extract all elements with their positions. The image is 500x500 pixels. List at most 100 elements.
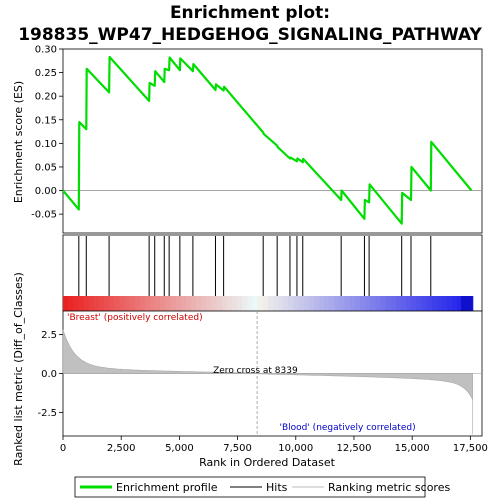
correlation-band-segment: [139, 296, 146, 311]
correlation-band-segment: [319, 296, 325, 311]
correlation-band-segment: [308, 296, 315, 311]
legend-label-enrichment: Enrichment profile: [116, 481, 218, 494]
correlation-band-segment: [395, 296, 402, 311]
correlation-band-segment: [329, 296, 336, 311]
correlation-band-segment: [226, 296, 233, 311]
legend-label-hits: Hits: [266, 481, 288, 494]
x-tick-label: 2,500: [107, 443, 136, 454]
correlation-band-segment: [293, 296, 300, 311]
correlation-band-segment: [370, 296, 376, 311]
correlation-band-segment: [447, 296, 453, 311]
enrichment-profile-line: [62, 55, 473, 225]
correlation-band-segment: [298, 296, 305, 311]
es-panel: -0.05 0.00 0.05 0.10 0.15 0.20 0.25 0.30: [31, 45, 483, 234]
correlation-band-segment: [103, 296, 110, 311]
x-axis-label: Rank in Ordered Dataset: [199, 456, 336, 469]
correlation-band-segment: [313, 296, 320, 311]
correlation-band-segment: [196, 296, 202, 311]
es-y-tick-label: 0.05: [35, 162, 57, 173]
correlation-band-segment: [242, 296, 248, 311]
es-y-tick-label: 0.20: [35, 92, 57, 103]
correlation-band-segment: [303, 296, 310, 311]
correlation-band-segment: [380, 296, 387, 311]
chart-title-line2: 198835_WP47_HEDGEHOG_SIGNALING_PATHWAY: [18, 25, 482, 45]
correlation-band-segment: [267, 296, 274, 311]
correlation-band-segment: [354, 296, 361, 311]
correlation-band-segment: [119, 296, 126, 311]
correlation-band-segment: [288, 296, 295, 311]
correlation-band-segment: [360, 296, 366, 311]
correlation-band-segment: [150, 296, 156, 311]
correlation-band-segment: [365, 296, 371, 311]
correlation-band-segment: [83, 296, 90, 311]
correlation-band-segment: [272, 296, 279, 311]
correlation-band-segment: [278, 296, 284, 311]
correlation-band-segment: [160, 296, 167, 311]
correlation-band-segment: [416, 296, 423, 311]
es-y-tick-label: -0.05: [31, 210, 57, 221]
hits-panel: [62, 234, 483, 312]
correlation-band-segment: [344, 296, 351, 311]
zero-cross-label: Zero cross at 8339: [213, 366, 298, 376]
correlation-band-segment: [216, 296, 223, 311]
ranking-metric-area: [62, 329, 473, 435]
metric-panel: 2.5 0.0 -2.5 Zero cross at 8339 'Breast' (po…: [37, 310, 483, 437]
correlation-band-segment: [144, 296, 151, 311]
correlation-band-segment: [431, 296, 438, 311]
x-tick-label: 12,500: [336, 443, 371, 454]
correlation-band-segment: [114, 296, 120, 311]
correlation-band-segment: [93, 296, 100, 311]
correlation-band-segment: [191, 296, 197, 311]
x-axis: 0 2,500 5,000 7,500 10,000 12,500 15,000 17,500: [60, 436, 488, 454]
es-y-tick-label: 0.10: [35, 139, 57, 150]
correlation-band-segment: [375, 296, 382, 311]
correlation-band-segment: [334, 296, 341, 311]
correlation-band-segment: [262, 296, 269, 311]
correlation-band-segment: [400, 296, 407, 311]
legend: Enrichment profile Hits Ranking metric s…: [74, 476, 450, 498]
correlation-band-segment: [390, 296, 397, 311]
correlation-band-segment: [68, 296, 74, 311]
es-y-tick-label: 0.25: [35, 68, 57, 79]
negative-correlation-label: 'Blood' (negatively correlated): [279, 423, 415, 433]
correlation-band-segment: [385, 296, 392, 311]
correlation-band-segment: [88, 296, 95, 311]
x-tick-label: 0: [60, 443, 66, 454]
metric-y-tick-label: 0.0: [41, 369, 57, 380]
correlation-band-segment: [247, 296, 254, 311]
correlation-band-segment: [441, 296, 448, 311]
correlation-band-segment: [436, 296, 443, 311]
correlation-band-segment: [134, 296, 141, 311]
correlation-band-segment: [185, 296, 192, 311]
metric-y-axis-label: Ranked list metric (Diff_of_Classes): [12, 272, 25, 466]
correlation-band-segment: [124, 296, 131, 311]
correlation-band-segment: [170, 296, 177, 311]
x-tick-label: 7,500: [223, 443, 252, 454]
correlation-band-segment: [283, 296, 289, 311]
correlation-band-segment: [252, 296, 259, 311]
correlation-band-segment: [457, 296, 464, 311]
correlation-band-segment: [98, 296, 105, 311]
correlation-band-segment: [180, 296, 187, 311]
positive-correlation-label: 'Breast' (positively correlated): [67, 313, 203, 323]
correlation-band-segment: [349, 296, 356, 311]
es-y-tick-label: 0.00: [35, 186, 57, 197]
legend-label-metric: Ranking metric scores: [328, 481, 450, 494]
es-y-tick-label: 0.30: [35, 45, 57, 56]
correlation-band-segment: [452, 296, 458, 311]
es-y-tick-label: 0.15: [35, 115, 57, 126]
metric-y-tick-label: -2.5: [37, 408, 57, 419]
correlation-band-segment: [211, 296, 218, 311]
correlation-band-end: [461, 296, 473, 311]
correlation-band-segment: [257, 296, 264, 311]
correlation-band-segment: [411, 296, 417, 311]
correlation-band-segment: [78, 296, 85, 311]
x-tick-label: 10,000: [278, 443, 313, 454]
correlation-band-segment: [339, 296, 346, 311]
correlation-band-segment: [175, 296, 182, 311]
x-tick-label: 5,000: [165, 443, 194, 454]
correlation-band-segment: [231, 296, 238, 311]
correlation-band-segment: [73, 296, 79, 311]
x-tick-label: 17,500: [453, 443, 488, 454]
